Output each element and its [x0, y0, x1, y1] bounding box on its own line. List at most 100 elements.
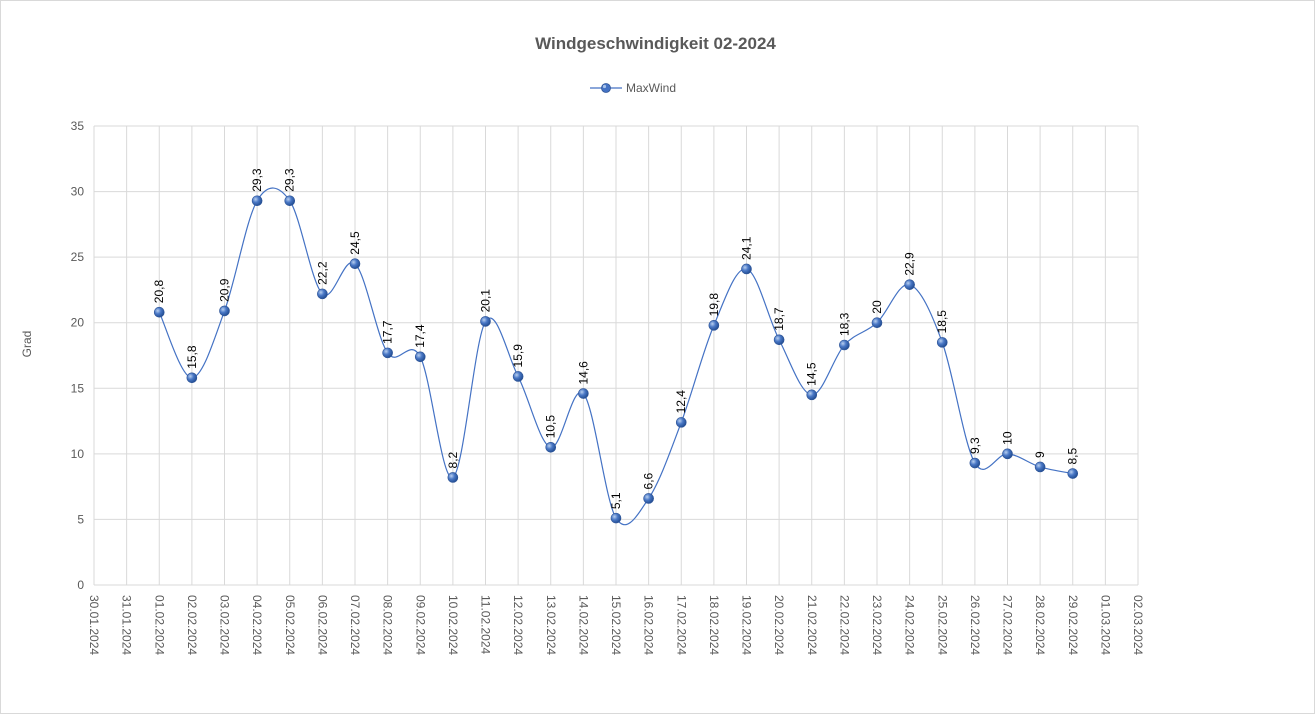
x-tick-label: 26.02.2024 [968, 595, 982, 655]
data-label: 6,6 [642, 472, 656, 489]
data-point [1034, 461, 1046, 473]
y-tick-label: 35 [71, 119, 85, 133]
data-label: 10,5 [544, 415, 558, 439]
data-point [447, 472, 459, 483]
x-tick-label: 05.02.2024 [283, 595, 297, 655]
x-tick-label: 12.02.2024 [511, 595, 525, 655]
data-label: 29,3 [283, 168, 297, 192]
data-point [284, 195, 296, 207]
x-tick-label: 02.03.2024 [1131, 595, 1145, 655]
x-tick-label: 22.02.2024 [837, 595, 851, 655]
x-tick-label: 08.02.2024 [381, 595, 395, 655]
data-point [675, 417, 687, 428]
x-tick-label: 01.03.2024 [1098, 595, 1112, 655]
x-tick-label: 16.02.2024 [642, 595, 656, 655]
y-tick-label: 25 [71, 250, 85, 264]
x-tick-label: 10.02.2024 [446, 595, 460, 655]
x-tick-label: 27.02.2024 [1001, 595, 1015, 655]
data-label: 24,5 [348, 231, 362, 255]
x-tick-label: 15.02.2024 [609, 595, 623, 655]
data-label: 5,1 [609, 492, 623, 509]
data-point [936, 337, 948, 348]
data-point [708, 320, 720, 331]
data-label: 20,8 [152, 280, 166, 304]
data-label: 14,6 [576, 361, 590, 385]
chart-title: Windgeschwindigkeit 02-2024 [535, 34, 776, 53]
data-label: 22,9 [903, 252, 917, 276]
data-point [741, 263, 752, 275]
x-tick-label: 01.02.2024 [152, 595, 166, 655]
x-tick-label: 25.02.2024 [935, 595, 949, 655]
legend-label: MaxWind [626, 81, 677, 95]
x-tick-label: 09.02.2024 [413, 595, 427, 655]
data-label: 22,2 [315, 261, 329, 285]
data-point [1002, 448, 1013, 460]
data-label: 15,9 [511, 344, 525, 368]
x-tick-label: 20.02.2024 [772, 595, 786, 655]
data-label: 15,8 [185, 345, 199, 369]
x-tick-label: 06.02.2024 [315, 595, 329, 655]
data-point [1067, 468, 1079, 479]
y-tick-label: 5 [77, 512, 84, 526]
x-tick-label: 23.02.2024 [870, 595, 884, 655]
data-point [219, 305, 230, 317]
data-point [578, 388, 589, 399]
data-label: 18,3 [837, 312, 851, 336]
legend: MaxWind [590, 80, 676, 96]
x-tick-label: 03.02.2024 [218, 595, 232, 655]
data-point [349, 258, 361, 270]
data-label: 20 [870, 300, 884, 314]
data-label: 8,2 [446, 451, 460, 468]
data-label: 20,1 [479, 289, 493, 313]
data-label: 18,7 [772, 307, 786, 331]
x-tick-label: 14.02.2024 [576, 595, 590, 655]
data-point [773, 334, 785, 346]
data-point [480, 316, 491, 327]
x-tick-label: 11.02.2024 [479, 595, 493, 654]
data-point [414, 351, 426, 363]
y-tick-label: 0 [77, 578, 84, 592]
data-point [251, 195, 263, 207]
x-tick-label: 04.02.2024 [250, 595, 264, 655]
x-tick-label: 18.02.2024 [707, 595, 721, 655]
data-label: 14,5 [805, 362, 819, 386]
data-label: 8,5 [1066, 448, 1080, 465]
x-tick-label: 31.01.2024 [120, 595, 134, 655]
x-tick-label: 19.02.2024 [740, 595, 754, 655]
data-point [904, 279, 915, 290]
x-tick-label: 02.02.2024 [185, 595, 199, 655]
y-tick-label: 15 [71, 381, 85, 395]
data-point [871, 317, 883, 329]
data-label: 24,1 [740, 236, 754, 260]
x-tick-label: 30.01.2024 [87, 595, 101, 655]
x-tick-label: 13.02.2024 [544, 595, 558, 655]
x-tick-label: 29.02.2024 [1066, 595, 1080, 655]
data-point [969, 457, 981, 469]
x-tick-label: 07.02.2024 [348, 595, 362, 655]
data-label: 20,9 [218, 278, 232, 302]
data-label: 10 [1001, 431, 1015, 445]
data-point [839, 339, 850, 351]
data-label: 9,3 [968, 437, 982, 454]
legend-marker [590, 83, 622, 93]
data-point [806, 389, 818, 401]
data-point [545, 441, 557, 453]
y-tick-label: 30 [71, 185, 85, 199]
data-label: 29,3 [250, 168, 264, 192]
data-point [512, 371, 524, 382]
data-point [610, 512, 622, 524]
x-tick-label: 28.02.2024 [1033, 595, 1047, 655]
x-tick-label: 21.02.2024 [805, 595, 819, 655]
y-tick-label: 20 [71, 316, 85, 330]
data-point [643, 493, 654, 504]
y-tick-label: 10 [71, 447, 85, 461]
data-point [186, 372, 198, 384]
data-label: 9 [1033, 451, 1047, 458]
data-point [317, 288, 328, 300]
data-label: 19,8 [707, 293, 721, 317]
data-label: 12,4 [674, 390, 688, 414]
data-point [382, 347, 393, 359]
x-tick-label: 24.02.2024 [903, 595, 917, 655]
